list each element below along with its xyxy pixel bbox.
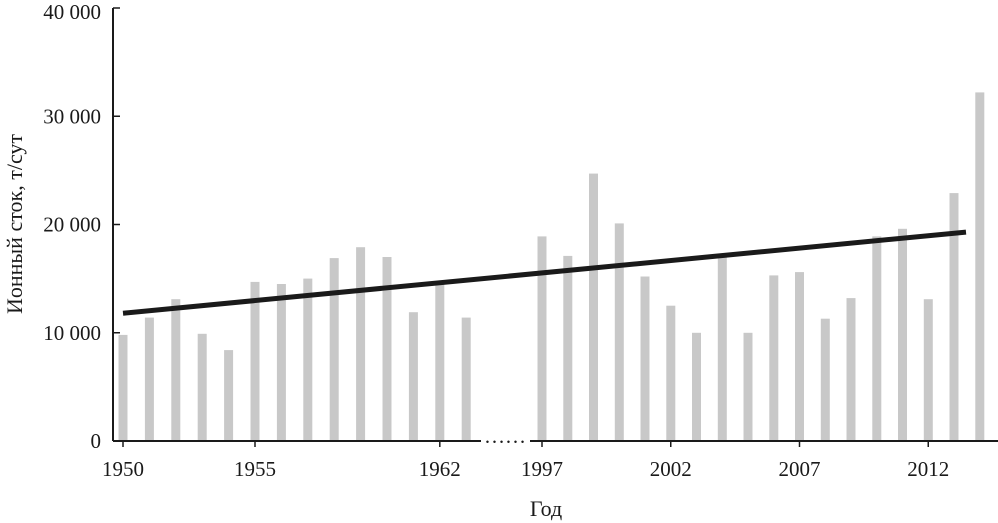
- bar-2008: [820, 318, 830, 441]
- x-tick-label-2002: 2002: [650, 457, 692, 481]
- y-tick-label: 40 000: [43, 0, 101, 24]
- bar-1959: [356, 247, 366, 441]
- bar-2001: [640, 276, 650, 441]
- x-tick-label-1955: 1955: [234, 457, 276, 481]
- x-tick-label-2007: 2007: [779, 457, 821, 481]
- bar-1999: [589, 173, 598, 441]
- bar-1998: [563, 255, 573, 441]
- x-tick-label-1997: 1997: [521, 457, 563, 481]
- bar-1951: [144, 317, 154, 441]
- trend-line: [122, 229, 967, 316]
- bar-2009: [846, 298, 856, 441]
- bar-1950: [118, 334, 128, 441]
- bar-2013: [949, 193, 959, 441]
- bar-1963: [461, 317, 471, 441]
- y-tick-label: 10 000: [43, 321, 101, 345]
- bar-1954: [224, 350, 234, 441]
- y-tick-label: 0: [91, 429, 102, 453]
- bar-2014: [975, 92, 985, 442]
- bar-1997: [537, 236, 547, 441]
- bar-2000: [614, 223, 624, 441]
- bar-2003: [692, 332, 701, 442]
- x-axis-break-marker: ……: [484, 424, 526, 448]
- bar-2005: [743, 332, 753, 442]
- bar-1957: [303, 278, 313, 441]
- y-tick-label: 30 000: [43, 104, 101, 128]
- bar-2004: [717, 255, 727, 441]
- x-tick-label-1950: 1950: [102, 457, 144, 481]
- bar-2012: [923, 299, 933, 441]
- y-axis-title: Ионный сток, т/сут: [2, 134, 27, 314]
- bar-2010: [872, 236, 882, 441]
- x-tick-label-2012: 2012: [907, 457, 949, 481]
- bar-1956: [276, 284, 286, 441]
- x-axis-ticks: 1950 1955 1962 1997 2002 2007 2012: [102, 441, 949, 481]
- bar-1958: [329, 258, 339, 441]
- bars-layer: [118, 92, 985, 442]
- bar-1962: [435, 281, 445, 441]
- bar-2002: [666, 305, 676, 441]
- bar-1955: [250, 281, 260, 441]
- x-tick-label-1962: 1962: [419, 457, 461, 481]
- bar-2006: [769, 275, 779, 441]
- y-axis-ticks: 0 10 000 20 000 30 000 40 000: [43, 0, 120, 453]
- bar-1952: [171, 299, 181, 441]
- bar-2007: [795, 272, 804, 441]
- bar-2011: [898, 228, 907, 441]
- x-axis-title: Год: [530, 496, 562, 521]
- bar-1960: [382, 257, 392, 441]
- bar-1961: [408, 312, 418, 441]
- y-tick-label: 20 000: [43, 213, 101, 237]
- bar-1953: [197, 333, 207, 441]
